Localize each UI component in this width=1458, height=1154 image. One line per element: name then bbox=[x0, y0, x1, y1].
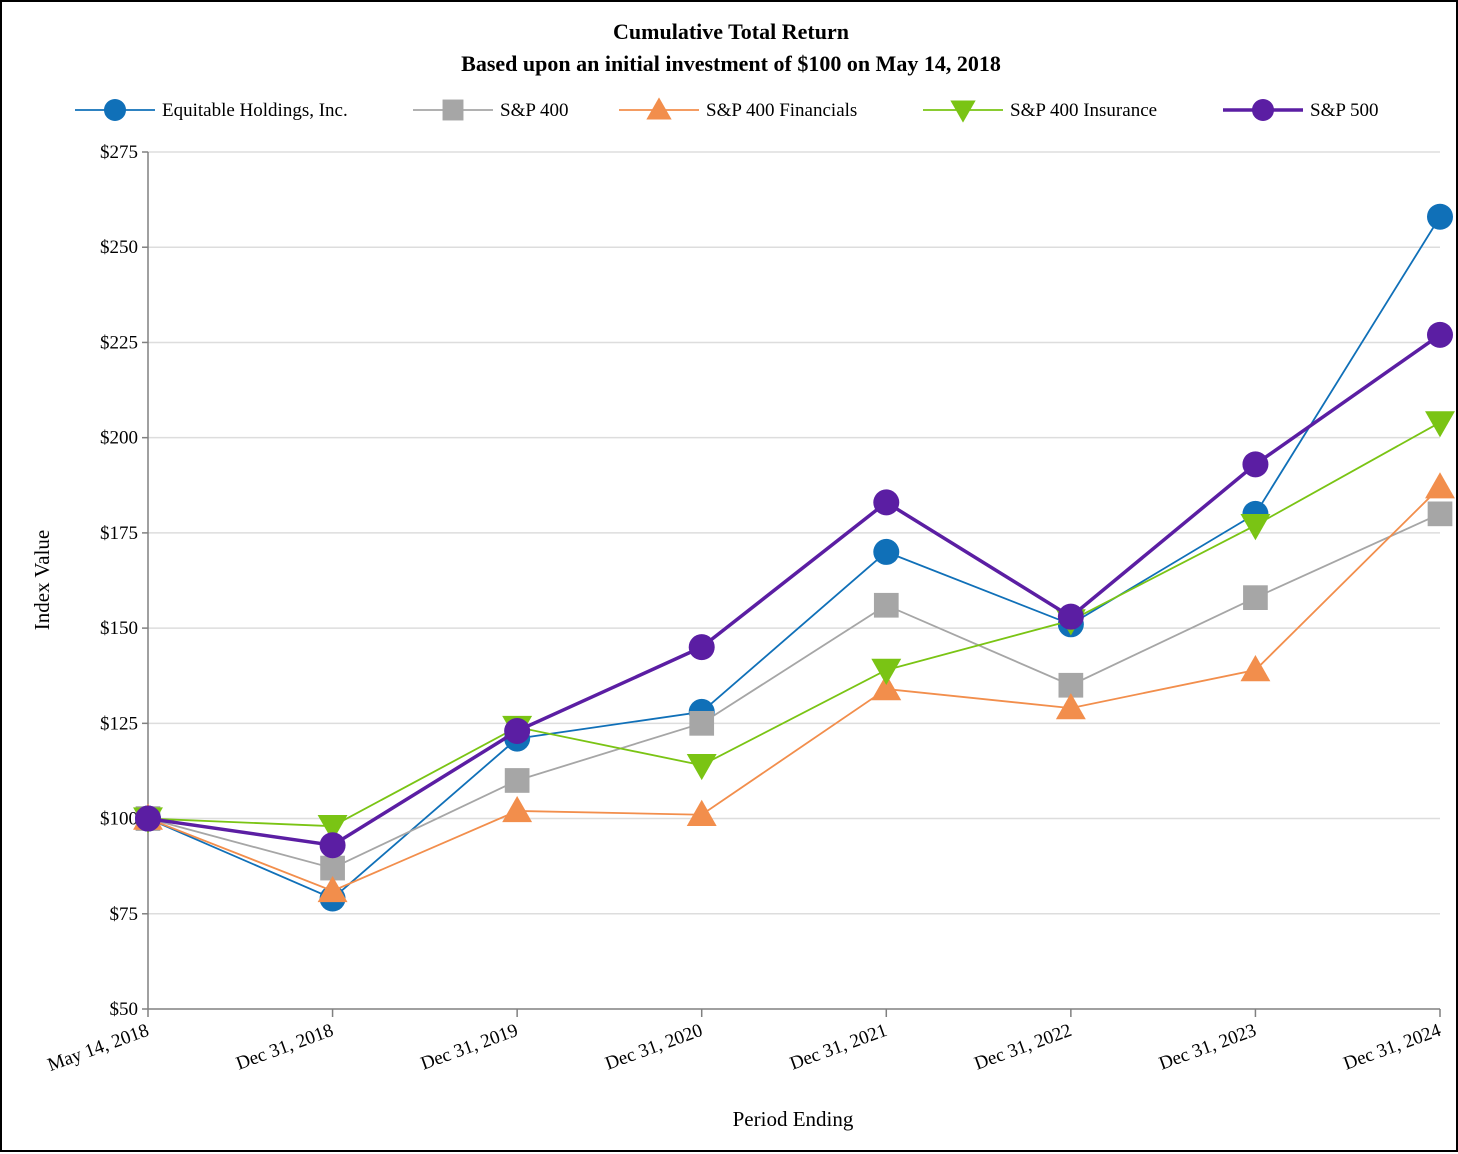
series-group bbox=[133, 203, 1455, 912]
y-tick-label: $225 bbox=[100, 332, 138, 353]
data-point-sandp-400-financials bbox=[1240, 655, 1271, 682]
data-point-sandp-500 bbox=[1057, 603, 1084, 630]
data-point-sandp-500 bbox=[504, 717, 531, 744]
legend-item-sandp-400-financials: S&P 400 Financials bbox=[619, 97, 857, 121]
series-line-sandp-400 bbox=[147, 513, 1441, 870]
x-tick-label: Dec 31, 2019 bbox=[418, 1020, 521, 1075]
legend-marker-sandp-400-insurance bbox=[950, 100, 976, 123]
legend-label: S&P 500 bbox=[1310, 100, 1378, 121]
x-tick-label: Dec 31, 2018 bbox=[233, 1020, 336, 1075]
data-point-sandp-400-insurance bbox=[686, 754, 717, 781]
legend: Equitable Holdings, Inc. S&P 400 S&P 400 F… bbox=[75, 97, 1378, 123]
chart-title: Cumulative Total Return bbox=[613, 19, 849, 44]
x-tick-label: Dec 31, 2024 bbox=[1341, 1020, 1444, 1075]
x-tick-label: Dec 31, 2020 bbox=[603, 1020, 706, 1075]
legend-label: S&P 400 Financials bbox=[706, 100, 857, 121]
y-axis-label: Index Value bbox=[30, 530, 54, 631]
legend-marker-equitable-holdings-inc bbox=[104, 99, 126, 121]
y-tick-label: $275 bbox=[100, 142, 138, 163]
data-point-sandp-400-financials bbox=[871, 674, 902, 701]
y-tick-label: $200 bbox=[100, 428, 138, 449]
y-tick-label: $75 bbox=[110, 904, 139, 925]
data-point-sandp-400-insurance bbox=[317, 814, 348, 842]
data-point-sandp-400 bbox=[689, 710, 715, 736]
data-point-sandp-500 bbox=[319, 832, 346, 859]
data-point-sandp-400 bbox=[1243, 585, 1268, 610]
legend-marker-sandp-500 bbox=[1252, 99, 1274, 121]
data-point-sandp-400-insurance bbox=[1240, 514, 1271, 541]
x-tick-label: Dec 31, 2021 bbox=[787, 1020, 890, 1075]
data-point-sandp-400-insurance bbox=[1425, 411, 1455, 438]
series-line-equitable-holdings-inc bbox=[147, 216, 1441, 900]
x-tick-label: Dec 31, 2023 bbox=[1156, 1020, 1259, 1075]
data-point-sandp-500 bbox=[1427, 321, 1453, 348]
data-point-sandp-500 bbox=[873, 489, 900, 516]
x-tick-label: May 14, 2018 bbox=[45, 1020, 152, 1076]
legend-item-sandp-500: S&P 500 bbox=[1223, 99, 1378, 121]
data-point-sandp-400 bbox=[1427, 501, 1453, 527]
legend-label: S&P 400 Insurance bbox=[1010, 100, 1157, 121]
y-tick-label: $125 bbox=[100, 713, 138, 734]
y-tick-label: $50 bbox=[110, 999, 139, 1020]
data-point-sandp-400 bbox=[504, 768, 530, 793]
legend-label: Equitable Holdings, Inc. bbox=[162, 100, 348, 121]
x-axis-label: Period Ending bbox=[733, 1107, 854, 1131]
data-point-equitable-holdings-inc bbox=[1427, 203, 1453, 230]
y-tick-label: $100 bbox=[100, 809, 138, 830]
data-point-sandp-400-financials bbox=[686, 799, 717, 826]
data-point-sandp-400-financials bbox=[317, 875, 348, 903]
data-point-sandp-400-financials bbox=[1425, 472, 1455, 499]
legend-label: S&P 400 bbox=[500, 100, 568, 121]
series-line-sandp-400-financials bbox=[147, 486, 1441, 892]
data-point-sandp-500 bbox=[688, 634, 715, 661]
legend-item-sandp-400: S&P 400 bbox=[413, 99, 568, 121]
series-sandp-500 bbox=[135, 321, 1453, 859]
data-point-sandp-400 bbox=[873, 592, 899, 618]
y-tick-label: $250 bbox=[100, 237, 138, 258]
legend-marker-sandp-400 bbox=[442, 99, 464, 121]
gridlines bbox=[148, 151, 1440, 915]
data-point-equitable-holdings-inc bbox=[873, 538, 900, 565]
data-point-sandp-500 bbox=[1242, 451, 1269, 478]
series-line-sandp-400-insurance bbox=[147, 421, 1441, 828]
chart-subtitle: Based upon an initial investment of $100… bbox=[461, 51, 1001, 76]
axes: $50 $75 $100 $125 $150 $175 $200 $225 $250 $275 Ma… bbox=[45, 142, 1444, 1076]
series-equitable-holdings-inc bbox=[135, 203, 1453, 912]
data-point-sandp-400-financials bbox=[1055, 693, 1086, 720]
legend-item-sandp-400-insurance: S&P 400 Insurance bbox=[923, 100, 1157, 123]
data-point-sandp-400-financials bbox=[502, 795, 533, 823]
x-tick-label: Dec 31, 2022 bbox=[972, 1020, 1075, 1075]
y-tick-label: $150 bbox=[100, 618, 138, 639]
series-line-sandp-500 bbox=[147, 333, 1442, 848]
data-point-sandp-400-insurance bbox=[871, 658, 902, 685]
legend-item-equitable-holdings-inc: Equitable Holdings, Inc. bbox=[75, 99, 348, 121]
legend-marker-sandp-400-financials bbox=[646, 97, 672, 120]
data-point-sandp-500 bbox=[135, 805, 161, 832]
y-tick-label: $175 bbox=[100, 523, 138, 544]
